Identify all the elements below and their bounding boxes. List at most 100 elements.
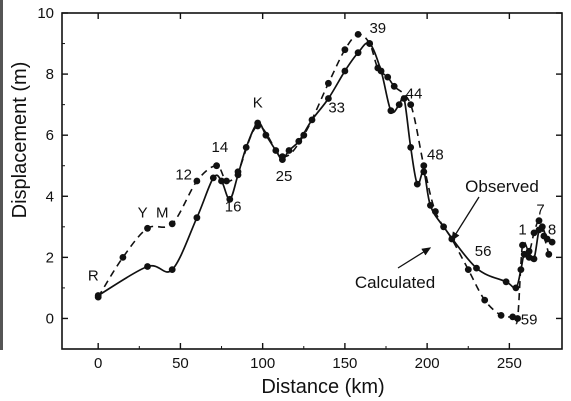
data-point-calculated [325, 79, 332, 87]
data-point-observed [272, 147, 280, 154]
legend-arrow-observed [451, 196, 480, 242]
series-line-calculated [97, 33, 550, 325]
annotation-label: 48 [427, 147, 444, 164]
data-points [94, 31, 556, 322]
data-point-calculated [193, 177, 201, 185]
data-point-calculated [374, 64, 382, 72]
data-point-observed [473, 264, 480, 272]
x-tick-label: 50 [172, 355, 189, 372]
annotation-label: M [156, 205, 169, 222]
data-point-observed [285, 147, 293, 154]
data-point-observed [325, 95, 332, 102]
data-point-observed [440, 223, 447, 231]
y-tick-label: 10 [37, 5, 54, 22]
data-point-observed [538, 223, 546, 231]
legend-arrow-calculated [397, 247, 432, 269]
series [97, 33, 553, 325]
x-axis-label: Distance (km) [261, 376, 384, 398]
x-tick-label: 250 [497, 355, 522, 372]
y-axis-label: Displacement (m) [9, 62, 31, 219]
annotation-label: 56 [475, 243, 492, 260]
data-point-calculated [420, 162, 428, 170]
data-point-observed [420, 168, 428, 176]
data-point-observed [427, 202, 434, 209]
data-point-observed [226, 195, 234, 203]
x-tick-label: 100 [250, 355, 275, 372]
data-point-observed [407, 144, 415, 151]
annotation-label: 12 [175, 167, 192, 184]
axes: 0 50 100 150 200 250 0 2 4 6 8 10 [37, 5, 563, 372]
data-point-calculated [384, 73, 392, 81]
data-point-observed [295, 137, 303, 145]
data-point-observed [341, 67, 349, 75]
plot-frame [61, 12, 563, 350]
data-point-calculated [144, 224, 151, 232]
data-point-calculated [545, 250, 553, 258]
data-point-calculated [540, 232, 548, 240]
left-edge-bar [0, 0, 3, 350]
data-point-calculated [366, 40, 373, 47]
data-point-calculated [497, 312, 505, 319]
annotation-label: 44 [406, 86, 423, 103]
data-point-calculated [464, 266, 472, 273]
data-point-calculated [432, 208, 439, 215]
data-point-observed [262, 131, 270, 139]
data-point-observed [502, 278, 510, 286]
annotation-label: 7 [536, 202, 544, 219]
data-point-calculated [94, 293, 102, 301]
data-point-observed [512, 284, 520, 292]
annotation-label: 14 [212, 139, 229, 156]
y-tick-label: 0 [46, 310, 54, 327]
y-tick-label: 4 [46, 188, 54, 205]
data-point-observed [144, 263, 151, 270]
data-point-observed [520, 250, 528, 258]
data-point-calculated [519, 241, 526, 249]
x-tick-label: 150 [332, 355, 357, 372]
legend-label-observed: Observed [465, 177, 539, 196]
data-point-calculated [254, 122, 262, 130]
annotations: R Y M 12 14 16 K 25 33 39 44 48 56 59 178 [88, 20, 556, 329]
data-point-calculated [341, 46, 349, 54]
data-point-calculated [354, 31, 362, 38]
data-point-calculated [525, 247, 533, 255]
data-point-observed [209, 174, 217, 182]
data-point-observed [193, 214, 201, 222]
annotation-label: R [88, 267, 99, 284]
data-point-observed [548, 238, 556, 246]
data-point-calculated [390, 82, 398, 90]
data-point-calculated [481, 296, 489, 304]
data-point-observed [530, 255, 538, 263]
data-point-observed [242, 144, 250, 151]
legend: Observed Calculated [355, 177, 539, 292]
data-point-observed [413, 180, 421, 188]
data-point-observed [354, 49, 362, 57]
data-point-observed [395, 101, 403, 108]
y-tick-label: 8 [46, 66, 54, 83]
data-point-observed [400, 95, 408, 102]
x-tick-label: 0 [94, 355, 102, 372]
annotation-label: 39 [369, 20, 386, 37]
data-point-observed [387, 107, 395, 115]
annotation-label: Y [138, 205, 148, 222]
y-tick-label: 6 [46, 127, 54, 144]
x-tick-label: 200 [415, 355, 440, 372]
series-line-observed [97, 42, 553, 297]
annotation-label: 16 [225, 199, 242, 216]
data-point-calculated [514, 315, 521, 322]
legend-label-calculated: Calculated [355, 273, 435, 292]
data-point-calculated [530, 229, 538, 237]
data-point-calculated [535, 217, 543, 225]
annotation-label: 1 [518, 222, 526, 239]
data-point-calculated [223, 177, 230, 185]
data-point-calculated [407, 101, 415, 108]
data-point-calculated [213, 162, 221, 170]
annotation-label: 25 [276, 168, 293, 185]
annotation-label: K [253, 95, 263, 112]
data-point-calculated [234, 168, 242, 176]
data-point-observed [218, 177, 225, 185]
data-point-observed [308, 116, 316, 124]
data-point-observed [168, 266, 176, 273]
data-point-calculated [300, 131, 308, 139]
annotation-label: 33 [328, 99, 345, 116]
